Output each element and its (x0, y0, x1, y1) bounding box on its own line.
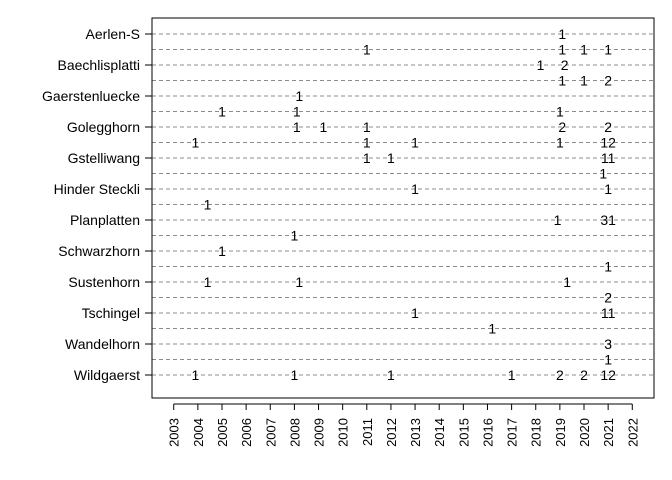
data-point: 1 (558, 42, 566, 58)
data-point: 1 (558, 26, 566, 42)
data-point: 2 (561, 57, 569, 73)
data-point: 1 (411, 305, 419, 321)
x-tick-label: 2007 (263, 418, 278, 447)
data-point: 1 (293, 104, 301, 120)
data-point: 1 (192, 135, 200, 151)
data-point: 1 (554, 212, 562, 228)
data-point: 1 (293, 119, 301, 135)
data-point: 1 (488, 321, 496, 337)
x-tick-label: 2016 (480, 418, 495, 447)
x-tick-label: 2009 (312, 418, 327, 447)
data-point: 1 (556, 135, 564, 151)
data-point: 1 (580, 42, 588, 58)
x-tick-label: 2022 (625, 418, 640, 447)
y-tick-label: Schwarzhorn (58, 243, 140, 259)
data-point: 1 (411, 181, 419, 197)
x-tick-label: 2021 (601, 418, 616, 447)
data-point: 11 (601, 150, 616, 166)
data-point: 1 (411, 135, 419, 151)
y-tick-label: Planplatten (70, 212, 140, 228)
data-point: 1 (604, 259, 612, 275)
y-tick-label: Gaerstenluecke (42, 88, 140, 104)
data-point: 1 (218, 243, 226, 259)
x-tick-label: 2019 (553, 418, 568, 447)
data-point: 2 (604, 290, 612, 306)
data-point: 1 (319, 119, 327, 135)
x-tick-label: 2018 (529, 418, 544, 447)
x-tick-label: 2013 (408, 418, 423, 447)
data-point: 12 (600, 135, 616, 151)
y-tick-label: Tschingel (82, 305, 140, 321)
data-point: 3 (604, 336, 612, 352)
x-axis: 2003 2004 2005 2006 2007 2008 2009 2010 2011 2012… (167, 403, 640, 447)
data-point: 1 (604, 42, 612, 58)
x-tick-label: 2017 (505, 418, 520, 447)
x-tick-label: 2011 (360, 418, 375, 446)
grid-lines (152, 33, 654, 376)
data-point: 1 (290, 228, 298, 244)
data-point: 2 (604, 119, 612, 135)
data-point: 1 (204, 197, 212, 213)
x-tick-label: 2006 (239, 418, 254, 447)
data-point: 1 (604, 352, 612, 368)
data-point: 1 (363, 42, 371, 58)
y-tick-label: Aerlen-S (86, 26, 140, 42)
data-point: 1 (363, 135, 371, 151)
data-point: 1 (295, 274, 303, 290)
data-point: 1 (387, 367, 395, 383)
data-point: 2 (604, 73, 612, 89)
data-point: 1 (604, 181, 612, 197)
x-tick-label: 2008 (287, 418, 302, 447)
y-tick-label: Baechlisplatti (58, 57, 141, 73)
data-point: 1 (290, 367, 298, 383)
data-point: 1 (192, 367, 200, 383)
data-point: 1 (508, 367, 516, 383)
data-point: 2 (558, 119, 566, 135)
y-tick-label: Sustenhorn (68, 274, 140, 290)
x-tick-label: 2020 (577, 418, 592, 447)
data-point: 11 (601, 305, 616, 321)
y-tick-label: Gstelliwang (68, 150, 140, 166)
y-tick-label: Wandelhorn (65, 336, 140, 352)
data-point: 1 (295, 88, 303, 104)
y-tick-label: Wildgaerst (74, 367, 140, 383)
x-tick-label: 2004 (191, 418, 206, 447)
data-point: 1 (556, 104, 564, 120)
data-point: 1 (580, 73, 588, 89)
data-point: 1 (599, 166, 607, 182)
data-point: 1 (558, 73, 566, 89)
data-point: 1 (218, 104, 226, 120)
x-tick-label: 2014 (432, 418, 447, 447)
x-tick-label: 2015 (456, 418, 471, 447)
plot-area-frame (151, 17, 655, 399)
x-tick-label: 2005 (215, 418, 230, 447)
y-tick-label: Golegghorn (67, 119, 140, 135)
data-point: 1 (204, 274, 212, 290)
data-point: 1 (563, 274, 571, 290)
data-point: 2 (556, 367, 564, 383)
y-tick-label: Hinder Steckli (54, 181, 140, 197)
y-axis-labels: Aerlen-S Baechlisplatti Gaerstenluecke Gole… (42, 26, 152, 383)
x-tick-label: 2010 (336, 418, 351, 447)
x-tick-label: 2012 (384, 418, 399, 447)
data-point: 2 (580, 367, 588, 383)
data-point: 1 (363, 119, 371, 135)
data-point: 31 (600, 212, 616, 228)
data-point: 12 (600, 367, 616, 383)
x-tick-label: 2003 (167, 418, 182, 447)
data-point: 1 (537, 57, 545, 73)
data-point: 1 (363, 150, 371, 166)
data-point: 1 (387, 150, 395, 166)
